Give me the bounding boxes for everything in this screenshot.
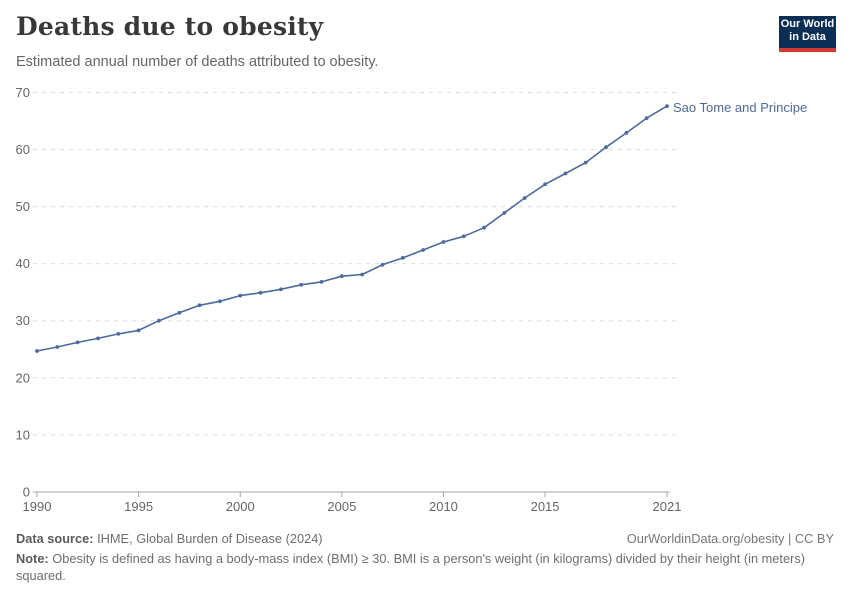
data-point-2006[interactable] bbox=[360, 272, 365, 277]
owid-logo-line1: Our World bbox=[780, 18, 835, 30]
owid-logo-line2: in Data bbox=[789, 31, 826, 43]
owid-logo[interactable]: Our World in Data bbox=[779, 16, 836, 52]
y-tick-label-20: 20 bbox=[16, 370, 30, 385]
series-line[interactable] bbox=[36, 105, 668, 352]
data-point-2005[interactable] bbox=[339, 274, 344, 279]
chart-note-value: Obesity is defined as having a body-mass… bbox=[16, 551, 805, 583]
data-point-2015[interactable] bbox=[543, 182, 547, 187]
data-point-1993[interactable] bbox=[96, 336, 100, 341]
data-point-1992[interactable] bbox=[75, 340, 80, 345]
data-point-1997[interactable] bbox=[177, 310, 182, 315]
x-tick-label-2021: 2021 bbox=[653, 499, 682, 514]
x-tick-label-1990: 1990 bbox=[23, 499, 52, 514]
chart-note: Note: Obesity is defined as having a bod… bbox=[16, 550, 834, 584]
data-point-1996[interactable] bbox=[157, 318, 161, 323]
data-source-value: IHME, Global Burden of Disease (2024) bbox=[97, 531, 323, 546]
data-point-2018[interactable] bbox=[604, 145, 608, 150]
data-source: Data source: IHME, Global Burden of Dise… bbox=[16, 531, 323, 546]
data-point-1991[interactable] bbox=[55, 345, 60, 349]
data-point-2008[interactable] bbox=[400, 256, 405, 260]
chart-footer: Data source: IHME, Global Burden of Dise… bbox=[16, 531, 834, 584]
page-title: Deaths due to obesity bbox=[16, 12, 324, 41]
data-point-2020[interactable] bbox=[644, 116, 649, 120]
data-point-2003[interactable] bbox=[299, 282, 304, 287]
data-point-2010[interactable] bbox=[441, 240, 446, 244]
chart-note-label: Note: bbox=[16, 551, 49, 566]
data-point-2021[interactable] bbox=[665, 104, 669, 108]
data-point-2009[interactable] bbox=[421, 248, 425, 252]
y-tick-label-40: 40 bbox=[16, 256, 30, 271]
data-point-1998[interactable] bbox=[197, 303, 202, 308]
x-tick-label-2005: 2005 bbox=[327, 499, 356, 514]
y-tick-label-0: 0 bbox=[23, 485, 30, 500]
data-point-2014[interactable] bbox=[522, 196, 527, 200]
y-tick-label-30: 30 bbox=[16, 313, 30, 328]
data-point-2017[interactable] bbox=[583, 160, 588, 165]
owid-license-link[interactable]: OurWorldinData.org/obesity | CC BY bbox=[626, 531, 834, 546]
y-tick-label-60: 60 bbox=[16, 142, 30, 157]
x-tick-label-2015: 2015 bbox=[531, 499, 560, 514]
chart-subtitle: Estimated annual number of deaths attrib… bbox=[16, 54, 379, 70]
y-tick-label-70: 70 bbox=[16, 85, 30, 100]
data-point-1994[interactable] bbox=[116, 332, 121, 336]
data-point-2000[interactable] bbox=[238, 293, 243, 298]
x-tick-label-2010: 2010 bbox=[429, 499, 458, 514]
data-point-1999[interactable] bbox=[218, 299, 222, 304]
y-tick-label-10: 10 bbox=[16, 427, 30, 442]
data-point-2002[interactable] bbox=[279, 287, 283, 292]
data-point-2016[interactable] bbox=[563, 171, 568, 176]
data-point-2019[interactable] bbox=[624, 131, 629, 135]
data-point-2011[interactable] bbox=[461, 234, 466, 239]
y-tick-label-50: 50 bbox=[16, 199, 30, 214]
data-point-1990[interactable] bbox=[35, 349, 39, 353]
data-point-2004[interactable] bbox=[319, 280, 324, 284]
data-point-1995[interactable] bbox=[136, 328, 141, 333]
data-source-label: Data source: bbox=[16, 531, 94, 546]
series-end-label: Sao Tome and Principe bbox=[673, 100, 808, 115]
data-point-2012[interactable] bbox=[482, 225, 486, 230]
x-tick-label-1995: 1995 bbox=[124, 499, 153, 514]
data-point-2001[interactable] bbox=[258, 290, 263, 295]
data-point-2007[interactable] bbox=[380, 262, 385, 267]
data-point-2013[interactable] bbox=[502, 211, 507, 215]
x-tick-label-2000: 2000 bbox=[226, 499, 255, 514]
